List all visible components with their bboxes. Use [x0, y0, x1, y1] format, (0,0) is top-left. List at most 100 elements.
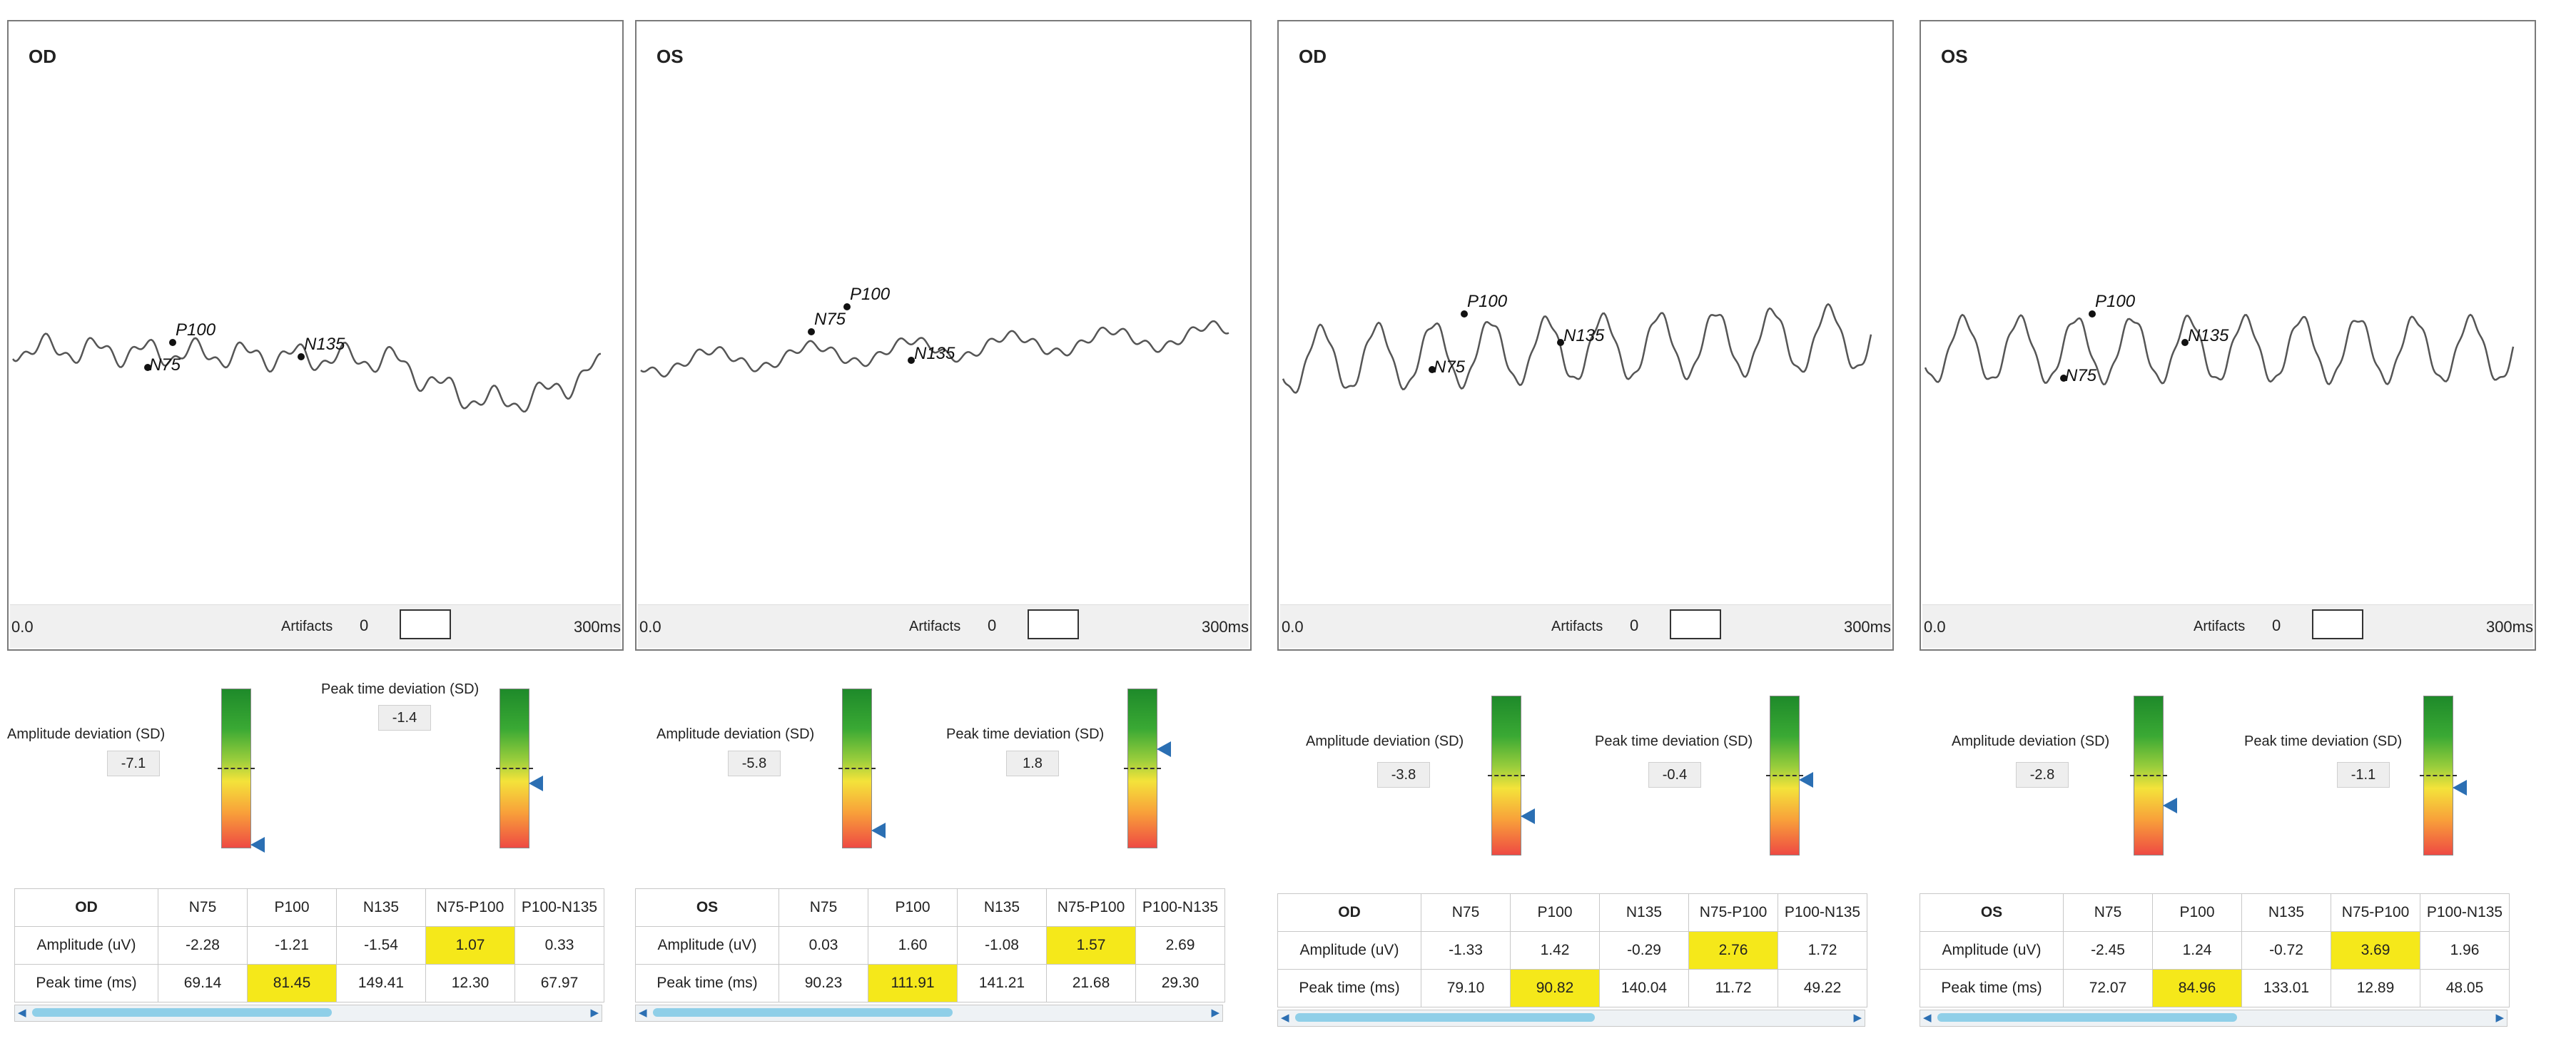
scroll-right-icon[interactable]: ▶ — [1853, 1012, 1862, 1024]
table-cell-highlight: 3.69 — [2331, 931, 2420, 970]
col-header: N135 — [2241, 893, 2331, 932]
artifacts-input[interactable] — [2312, 609, 2363, 639]
axis-end-label: 300ms — [573, 618, 621, 636]
waveform-box: OD N75 P100 N135 0.0 Artifacts 0 300ms — [1277, 20, 1894, 651]
col-header: P100-N135 — [2420, 893, 2510, 932]
table-row: Peak time (ms) 79.10 90.82 140.04 11.72 … — [1277, 969, 1867, 1007]
artifacts-input[interactable] — [1670, 609, 1721, 639]
table-cell: -1.54 — [336, 926, 426, 965]
results-table: OS N75 P100 N135 N75-P100 P100-N135 Ampl… — [635, 888, 1225, 1002]
scroll-thumb[interactable] — [32, 1008, 332, 1017]
eye-label: OS — [656, 46, 684, 67]
amplitude-marker-icon — [2163, 798, 2177, 813]
table-cell: 140.04 — [1599, 969, 1689, 1007]
eye-label: OD — [29, 46, 56, 67]
row-label: Amplitude (uV) — [635, 926, 779, 965]
table-cell: 49.22 — [1778, 969, 1867, 1007]
table-cell: 90.23 — [779, 964, 868, 1002]
table-cell: 149.41 — [336, 964, 426, 1002]
peak-label-p100: P100 — [176, 320, 216, 340]
amplitude-marker-icon — [871, 823, 886, 838]
table-cell: 0.03 — [779, 926, 868, 965]
peak-marker-p100 — [843, 303, 851, 310]
vep-panel-od-1: OD N75 P100 N135 0.0 Artifacts 0 300ms Amp… — [7, 0, 635, 1051]
table-eye-header: OD — [14, 888, 158, 927]
peak-marker-p100 — [169, 339, 176, 346]
peak-marker-p100 — [1461, 310, 1468, 318]
vep-trace — [1282, 303, 1872, 394]
table-cell: -0.72 — [2241, 931, 2331, 970]
horizontal-scrollbar[interactable]: ◀ ▶ — [1920, 1010, 2507, 1027]
peak-label-n135: N135 — [1563, 326, 1605, 345]
col-header: P100 — [868, 888, 958, 927]
scroll-left-icon[interactable]: ◀ — [1923, 1012, 1932, 1024]
peak-label-n135: N135 — [2188, 326, 2229, 345]
amplitude-deviation-bar — [2130, 696, 2177, 855]
time-axis-strip — [1922, 604, 2533, 648]
scroll-thumb[interactable] — [1295, 1013, 1595, 1022]
scroll-right-icon[interactable]: ▶ — [590, 1007, 599, 1019]
peak-marker-n75 — [2060, 375, 2067, 382]
axis-start-label: 0.0 — [11, 618, 34, 636]
artifacts-input[interactable] — [400, 609, 451, 639]
bar-midline — [496, 768, 533, 769]
peak-marker-n75 — [1429, 366, 1436, 373]
scroll-left-icon[interactable]: ◀ — [18, 1007, 26, 1019]
peak-marker-n135 — [1557, 339, 1564, 346]
table-cell: 1.24 — [2152, 931, 2242, 970]
time-axis-strip — [1280, 604, 1891, 648]
peak-marker-n75 — [144, 364, 151, 371]
scroll-thumb[interactable] — [1937, 1013, 2237, 1022]
peak-label-n75: N75 — [2065, 366, 2097, 385]
table-cell: 133.01 — [2241, 969, 2331, 1007]
table-cell: -1.21 — [247, 926, 337, 965]
table-cell-highlight: 1.07 — [425, 926, 515, 965]
scroll-right-icon[interactable]: ▶ — [1211, 1007, 1219, 1019]
col-header: N75 — [2063, 893, 2153, 932]
artifacts-label: Artifacts — [281, 619, 333, 634]
artifacts-value: 0 — [2272, 616, 2281, 634]
peak-time-deviation-bar — [496, 689, 543, 848]
bar-midline — [2130, 775, 2167, 776]
table-cell: 48.05 — [2420, 969, 2510, 1007]
row-label: Peak time (ms) — [1920, 969, 2064, 1007]
scroll-left-icon[interactable]: ◀ — [1281, 1012, 1289, 1024]
col-header: N135 — [957, 888, 1047, 927]
vep-trace — [12, 332, 602, 413]
table-cell: 1.96 — [2420, 931, 2510, 970]
axis-end-label: 300ms — [1843, 618, 1891, 636]
table-cell: 1.72 — [1778, 931, 1867, 970]
bar-midline — [1766, 775, 1803, 776]
vep-panel-os-1: OS N75 P100 N135 0.0 Artifacts 0 300ms Amp… — [635, 0, 1263, 1051]
table-cell: 2.69 — [1135, 926, 1225, 965]
table-row: Peak time (ms) 69.14 81.45 149.41 12.30 … — [14, 964, 604, 1002]
horizontal-scrollbar[interactable]: ◀ ▶ — [14, 1005, 602, 1022]
row-label: Peak time (ms) — [1277, 969, 1421, 1007]
scroll-left-icon[interactable]: ◀ — [639, 1007, 647, 1019]
table-cell: 72.07 — [2063, 969, 2153, 1007]
scroll-thumb[interactable] — [653, 1008, 953, 1017]
table-row: Peak time (ms) 72.07 84.96 133.01 12.89 … — [1920, 969, 2510, 1007]
eye-label: OD — [1299, 46, 1327, 67]
table-cell: -0.29 — [1599, 931, 1689, 970]
table-row: Amplitude (uV) -2.28 -1.21 -1.54 1.07 0.… — [14, 926, 604, 965]
peak-marker-n135 — [298, 353, 305, 360]
amplitude-deviation-value: -5.8 — [728, 751, 781, 776]
horizontal-scrollbar[interactable]: ◀ ▶ — [635, 1005, 1223, 1022]
artifacts-input[interactable] — [1028, 609, 1079, 639]
table-cell: 1.60 — [868, 926, 958, 965]
row-label: Amplitude (uV) — [14, 926, 158, 965]
horizontal-scrollbar[interactable]: ◀ ▶ — [1277, 1010, 1865, 1027]
amplitude-deviation-value: -7.1 — [107, 751, 160, 776]
peak-label-p100: P100 — [1467, 292, 1508, 311]
col-header: N75 — [1421, 893, 1511, 932]
amplitude-deviation-bar — [1488, 696, 1535, 855]
peak-marker-n135 — [908, 357, 915, 364]
scroll-right-icon[interactable]: ▶ — [2495, 1012, 2504, 1024]
artifacts-value: 0 — [1630, 616, 1639, 634]
peak-time-deviation-value: -0.4 — [1648, 762, 1701, 788]
col-header: P100-N135 — [1778, 893, 1867, 932]
